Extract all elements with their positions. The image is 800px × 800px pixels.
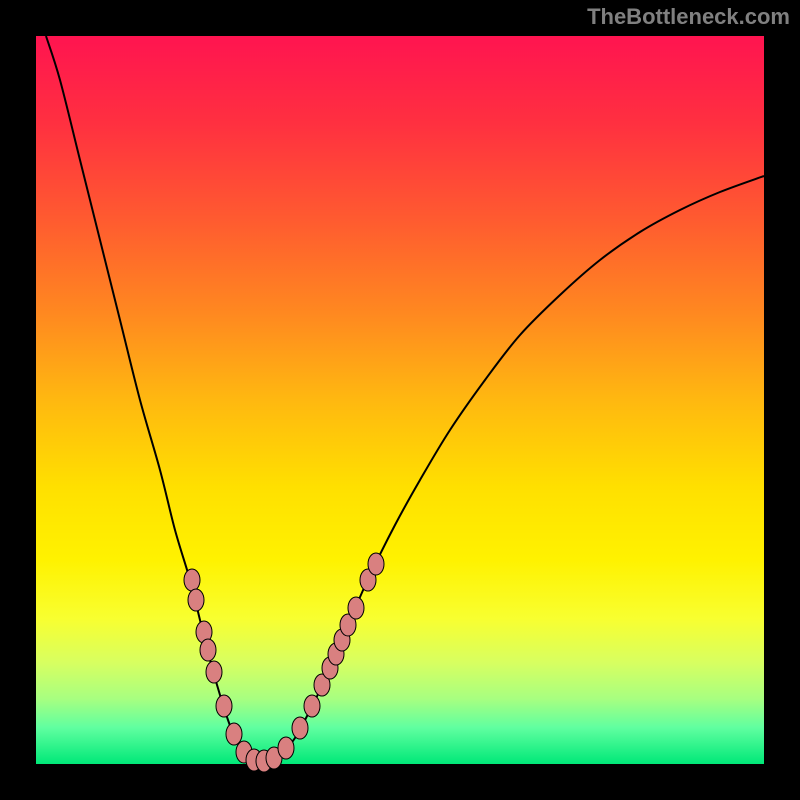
data-marker — [200, 639, 216, 661]
data-marker — [188, 589, 204, 611]
watermark-text: TheBottleneck.com — [587, 4, 790, 30]
data-marker — [226, 723, 242, 745]
data-marker — [292, 717, 308, 739]
data-marker — [348, 597, 364, 619]
data-marker — [304, 695, 320, 717]
data-marker — [206, 661, 222, 683]
data-marker — [184, 569, 200, 591]
chart-container: TheBottleneck.com — [0, 0, 800, 800]
data-marker — [368, 553, 384, 575]
chart-svg — [0, 0, 800, 800]
data-marker — [278, 737, 294, 759]
plot-bg — [36, 36, 764, 764]
data-marker — [216, 695, 232, 717]
